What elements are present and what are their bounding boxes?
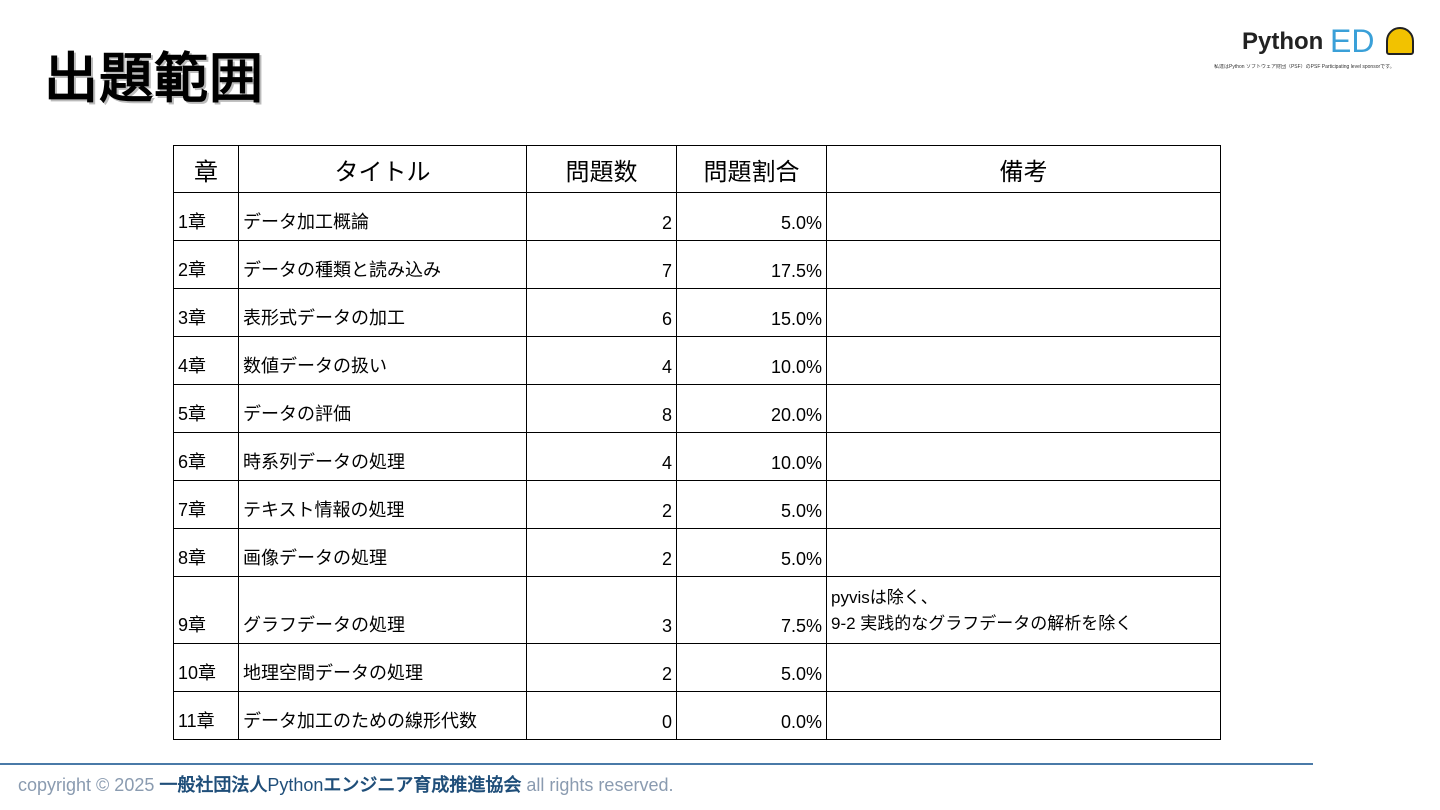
table-row: 1章 データ加工概論 2 5.0% — [173, 192, 1221, 241]
cell-note — [826, 384, 1221, 433]
cell-note — [826, 192, 1221, 241]
cell-title: 数値データの扱い — [238, 336, 527, 385]
cell-count: 8 — [526, 384, 677, 433]
cell-ratio: 5.0% — [676, 192, 827, 241]
cell-chapter: 5章 — [173, 384, 239, 433]
cell-note — [826, 288, 1221, 337]
org-name-2: エンジニア育成推進協会 — [323, 775, 522, 795]
cell-count: 2 — [526, 192, 677, 241]
cell-count: 2 — [526, 480, 677, 529]
cell-count: 2 — [526, 528, 677, 577]
cell-title: 画像データの処理 — [238, 528, 527, 577]
cell-ratio: 0.0% — [676, 691, 827, 740]
table-header-row: 章 タイトル 問題数 問題割合 備考 — [173, 145, 1221, 193]
cell-count: 7 — [526, 240, 677, 289]
cell-note — [826, 480, 1221, 529]
cell-chapter: 2章 — [173, 240, 239, 289]
cell-note — [826, 643, 1221, 692]
table-row: 6章 時系列データの処理 4 10.0% — [173, 432, 1221, 481]
table-row: 2章 データの種類と読み込み 7 17.5% — [173, 240, 1221, 289]
table-row: 5章 データの評価 8 20.0% — [173, 384, 1221, 433]
cell-chapter: 10章 — [173, 643, 239, 692]
cell-ratio: 20.0% — [676, 384, 827, 433]
cell-chapter: 6章 — [173, 432, 239, 481]
copyright-prefix: copyright © 2025 — [18, 775, 160, 795]
header-ratio: 問題割合 — [676, 145, 827, 193]
cell-count: 3 — [526, 576, 677, 644]
cell-note — [826, 240, 1221, 289]
footer-divider — [0, 763, 1313, 765]
cell-count: 4 — [526, 432, 677, 481]
cell-title: 時系列データの処理 — [238, 432, 527, 481]
cell-note — [826, 691, 1221, 740]
cell-title: グラフデータの処理 — [238, 576, 527, 644]
cell-chapter: 8章 — [173, 528, 239, 577]
header-note: 備考 — [826, 145, 1221, 193]
copyright-suffix: all rights reserved. — [521, 775, 674, 795]
cell-title: データ加工概論 — [238, 192, 527, 241]
cell-note — [826, 528, 1221, 577]
cell-chapter: 7章 — [173, 480, 239, 529]
table-row: 8章 画像データの処理 2 5.0% — [173, 528, 1221, 577]
cell-ratio: 10.0% — [676, 432, 827, 481]
logo-ed-text: ED — [1330, 23, 1375, 59]
exam-scope-table: 章 タイトル 問題数 問題割合 備考 1章 データ加工概論 2 5.0% 2章 データの種… — [173, 145, 1221, 740]
participating-badge-icon — [1386, 27, 1414, 55]
cell-chapter: 4章 — [173, 336, 239, 385]
table-row: 7章 テキスト情報の処理 2 5.0% — [173, 480, 1221, 529]
org-name-python: Python — [267, 775, 324, 795]
cell-note: pyvisは除く、 9-2 実践的なグラフデータの解析を除く — [826, 576, 1221, 644]
header-chapter: 章 — [173, 145, 239, 193]
table-row: 9章 グラフデータの処理 3 7.5% pyvisは除く、 9-2 実践的なグラフデータの… — [173, 576, 1221, 644]
cell-title: データ加工のための線形代数 — [238, 691, 527, 740]
cell-count: 0 — [526, 691, 677, 740]
cell-title: 表形式データの加工 — [238, 288, 527, 337]
cell-note — [826, 336, 1221, 385]
logo-caption: 私達はPython ソフトウェア財団（PSF）のPSF Participatin… — [1214, 64, 1395, 70]
cell-ratio: 10.0% — [676, 336, 827, 385]
cell-chapter: 3章 — [173, 288, 239, 337]
page-title: 出題範囲 — [44, 49, 264, 109]
org-name-1: 一般社団法人 — [159, 775, 268, 795]
header-title: タイトル — [238, 145, 527, 193]
table-row: 10章 地理空間データの処理 2 5.0% — [173, 643, 1221, 692]
cell-title: 地理空間データの処理 — [238, 643, 527, 692]
cell-ratio: 5.0% — [676, 480, 827, 529]
cell-chapter: 9章 — [173, 576, 239, 644]
cell-title: データの評価 — [238, 384, 527, 433]
footer-copyright: copyright © 2025 一般社団法人Pythonエンジニア育成推進協会… — [18, 771, 673, 797]
table-row: 11章 データ加工のための線形代数 0 0.0% — [173, 691, 1221, 740]
cell-title: データの種類と読み込み — [238, 240, 527, 289]
cell-count: 2 — [526, 643, 677, 692]
cell-note — [826, 432, 1221, 481]
cell-ratio: 15.0% — [676, 288, 827, 337]
cell-ratio: 17.5% — [676, 240, 827, 289]
table-row: 3章 表形式データの加工 6 15.0% — [173, 288, 1221, 337]
header-count: 問題数 — [526, 145, 677, 193]
logo-python-text: Python — [1242, 28, 1324, 55]
cell-chapter: 11章 — [173, 691, 239, 740]
cell-count: 4 — [526, 336, 677, 385]
cell-ratio: 5.0% — [676, 643, 827, 692]
table-row: 4章 数値データの扱い 4 10.0% — [173, 336, 1221, 385]
cell-title: テキスト情報の処理 — [238, 480, 527, 529]
cell-chapter: 1章 — [173, 192, 239, 241]
cell-ratio: 5.0% — [676, 528, 827, 577]
cell-ratio: 7.5% — [676, 576, 827, 644]
cell-count: 6 — [526, 288, 677, 337]
python-ed-logo: Python ED 私達はPython ソフトウェア財団（PSF）のPSF Pa… — [1214, 24, 1420, 74]
